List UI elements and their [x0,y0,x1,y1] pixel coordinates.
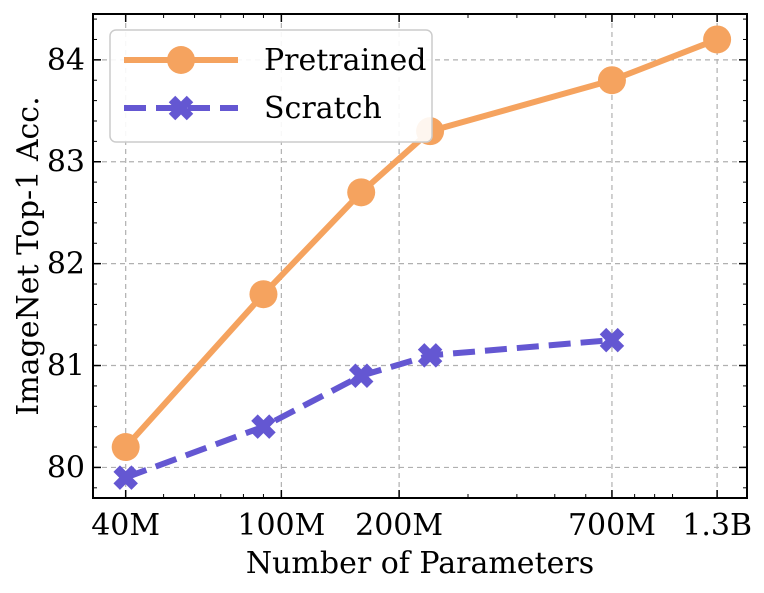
x-tick-label: 100M [237,508,325,543]
scratch-point [348,363,374,388]
pretrained-point [249,280,278,309]
legend-entry-scratch: Scratch [124,91,382,126]
y-tick-label: 84 [47,43,85,78]
y-axis-label: ImageNet Top-1 Acc. [11,96,46,415]
x-axis-label: Number of Parameters [246,546,594,581]
pretrained-point [703,25,732,54]
x-tick-label: 700M [568,508,656,543]
scratch-point [417,343,443,368]
legend: Pretrained Scratch [109,29,433,143]
legend-label: Scratch [264,91,382,126]
legend-marker [168,95,194,121]
legend-entries: Pretrained Scratch [124,43,426,126]
x-tick-label: 200M [355,508,443,543]
pretrained-point [597,66,626,95]
scratch-point [599,327,625,353]
y-tick-label: 82 [47,247,85,282]
plot-frame [92,13,748,499]
legend-entry-pretrained: Pretrained [124,43,426,78]
series-scratch [113,327,625,490]
pretrained-point [111,433,140,462]
y-tick-label: 83 [47,145,85,180]
scratch-point [113,465,138,490]
pretrained-point [347,178,376,207]
scratch-point [251,414,276,439]
axis-ticks: 80 81 82 83 84 40M 100M 200M 700M 1.3B [47,14,752,543]
x-tick-label: 40M [91,508,160,543]
legend-marker [167,46,195,74]
x-tick-label: 1.3B [682,508,752,543]
y-tick-label: 80 [47,450,85,485]
pretrained-line [123,36,719,450]
y-tick-label: 81 [47,349,85,384]
legend-label: Pretrained [264,43,426,78]
scratch-line [124,337,613,481]
